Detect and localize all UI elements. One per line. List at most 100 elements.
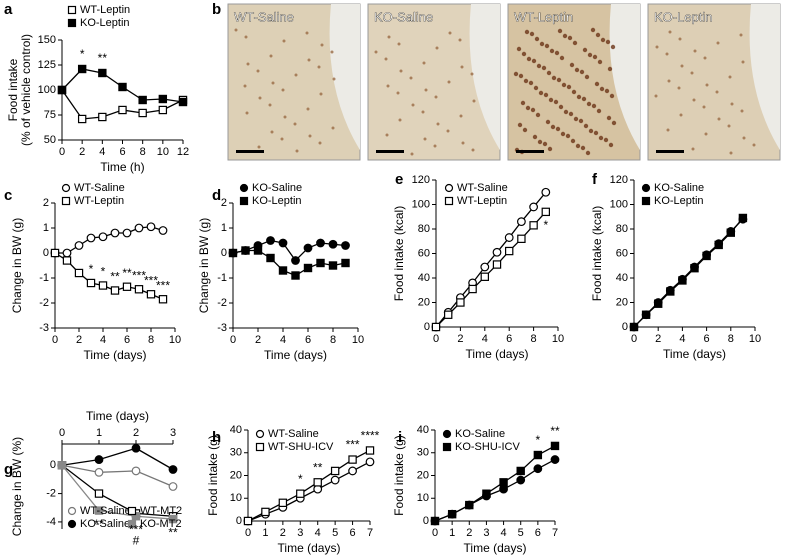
marker bbox=[278, 498, 288, 508]
y-tick-label: 50 bbox=[44, 134, 56, 146]
marker bbox=[57, 85, 67, 95]
y-axis-label: Food intake (kcal) bbox=[590, 206, 604, 301]
stained-cell bbox=[705, 83, 709, 87]
stained-cell bbox=[586, 101, 592, 107]
x-tick-label: 10 bbox=[749, 333, 761, 345]
legend-label: WT-Saline bbox=[457, 182, 508, 194]
marker bbox=[529, 202, 538, 212]
stained-cell bbox=[575, 143, 581, 149]
marker bbox=[666, 287, 675, 296]
marker bbox=[158, 295, 168, 304]
y-tick-label: 60 bbox=[616, 247, 628, 259]
stained-cell bbox=[470, 72, 474, 76]
x-tick-label: 5 bbox=[332, 527, 338, 539]
y-tick-label: 0 bbox=[424, 321, 430, 333]
x-tick-label: 1 bbox=[262, 527, 268, 539]
image-label: KO-Leptin bbox=[654, 9, 713, 24]
stained-cell bbox=[516, 46, 522, 52]
stained-cell bbox=[740, 109, 744, 113]
stained-cell bbox=[269, 54, 273, 58]
y-tick-label: 100 bbox=[412, 198, 430, 210]
stained-cell bbox=[609, 93, 615, 99]
stained-cell bbox=[573, 116, 579, 122]
x-tick-label: 4 bbox=[100, 334, 106, 346]
legend-marker bbox=[67, 506, 77, 516]
stained-cell bbox=[433, 144, 437, 148]
legend-label: KO-Leptin bbox=[80, 17, 130, 29]
stained-cell bbox=[558, 104, 564, 110]
stained-cell bbox=[666, 128, 670, 132]
x-tick-label: 3 bbox=[483, 527, 489, 539]
marker bbox=[533, 450, 543, 460]
marker bbox=[529, 221, 538, 230]
x-tick-label: 12 bbox=[177, 146, 189, 158]
marker bbox=[178, 97, 188, 107]
stained-cell bbox=[600, 37, 606, 43]
y-tick-label: 2 bbox=[221, 197, 227, 209]
legend-label: KO-Saline bbox=[252, 182, 302, 194]
marker bbox=[738, 213, 748, 223]
legend-label: WT-Leptin bbox=[457, 195, 507, 207]
y-tick-label: 125 bbox=[38, 59, 56, 71]
marker bbox=[158, 94, 168, 104]
stained-cell bbox=[545, 119, 551, 125]
marker bbox=[118, 82, 127, 92]
series-line bbox=[54, 252, 164, 300]
stained-cell bbox=[568, 111, 574, 117]
stained-cell bbox=[569, 62, 575, 68]
stained-cell bbox=[307, 58, 311, 62]
legend-marker bbox=[239, 196, 249, 206]
marker bbox=[57, 461, 67, 470]
x-tick-label: 2 bbox=[655, 333, 661, 345]
marker bbox=[168, 465, 178, 474]
x-tick-label: 4 bbox=[679, 333, 685, 345]
y-axis-label: Food intake (g) bbox=[206, 435, 220, 516]
legend-label: WT-Leptin bbox=[74, 195, 124, 207]
panel-letter: g bbox=[4, 461, 13, 478]
stained-cell bbox=[547, 146, 553, 152]
legend-marker bbox=[442, 429, 452, 439]
stained-cell bbox=[523, 78, 529, 84]
marker bbox=[62, 248, 72, 258]
x-tick-label: 0 bbox=[230, 334, 236, 346]
stained-cell bbox=[715, 90, 719, 94]
marker bbox=[492, 260, 502, 269]
marker bbox=[517, 234, 526, 243]
legend-marker bbox=[61, 196, 71, 206]
significance-mark: ** bbox=[110, 270, 120, 284]
stained-cell bbox=[565, 133, 571, 139]
panel-letter: d bbox=[212, 187, 221, 204]
x-tick-label: 8 bbox=[148, 334, 154, 346]
x-tick-label: 4 bbox=[99, 146, 105, 158]
stained-cell bbox=[730, 102, 734, 106]
stained-cell bbox=[458, 38, 462, 42]
stained-cell bbox=[591, 103, 597, 109]
stained-cell bbox=[668, 30, 672, 34]
stained-cell bbox=[330, 50, 334, 54]
tissue-edge bbox=[469, 4, 500, 150]
x-tick-label: 4 bbox=[501, 527, 507, 539]
x-tick-label: 10 bbox=[352, 334, 364, 346]
stained-cell bbox=[424, 88, 428, 92]
series-line bbox=[61, 464, 174, 488]
x-tick-label: 0 bbox=[245, 527, 251, 539]
marker bbox=[146, 290, 156, 299]
marker bbox=[122, 282, 132, 291]
y-tick-label: 0 bbox=[236, 515, 242, 527]
marker bbox=[313, 478, 322, 487]
significance-mark: ** bbox=[94, 517, 104, 531]
marker bbox=[492, 247, 502, 257]
stained-cell bbox=[716, 41, 720, 45]
stained-cell bbox=[570, 138, 576, 144]
stained-cell bbox=[605, 39, 611, 45]
stained-cell bbox=[271, 81, 275, 85]
legend-marker bbox=[255, 429, 265, 439]
stained-cell bbox=[268, 103, 272, 107]
marker bbox=[341, 241, 350, 250]
stained-cell bbox=[472, 99, 476, 103]
marker bbox=[431, 322, 441, 332]
marker bbox=[480, 262, 490, 272]
marker bbox=[131, 466, 141, 476]
x-tick-label: 8 bbox=[140, 146, 146, 158]
x-tick-label: 6 bbox=[305, 334, 311, 346]
